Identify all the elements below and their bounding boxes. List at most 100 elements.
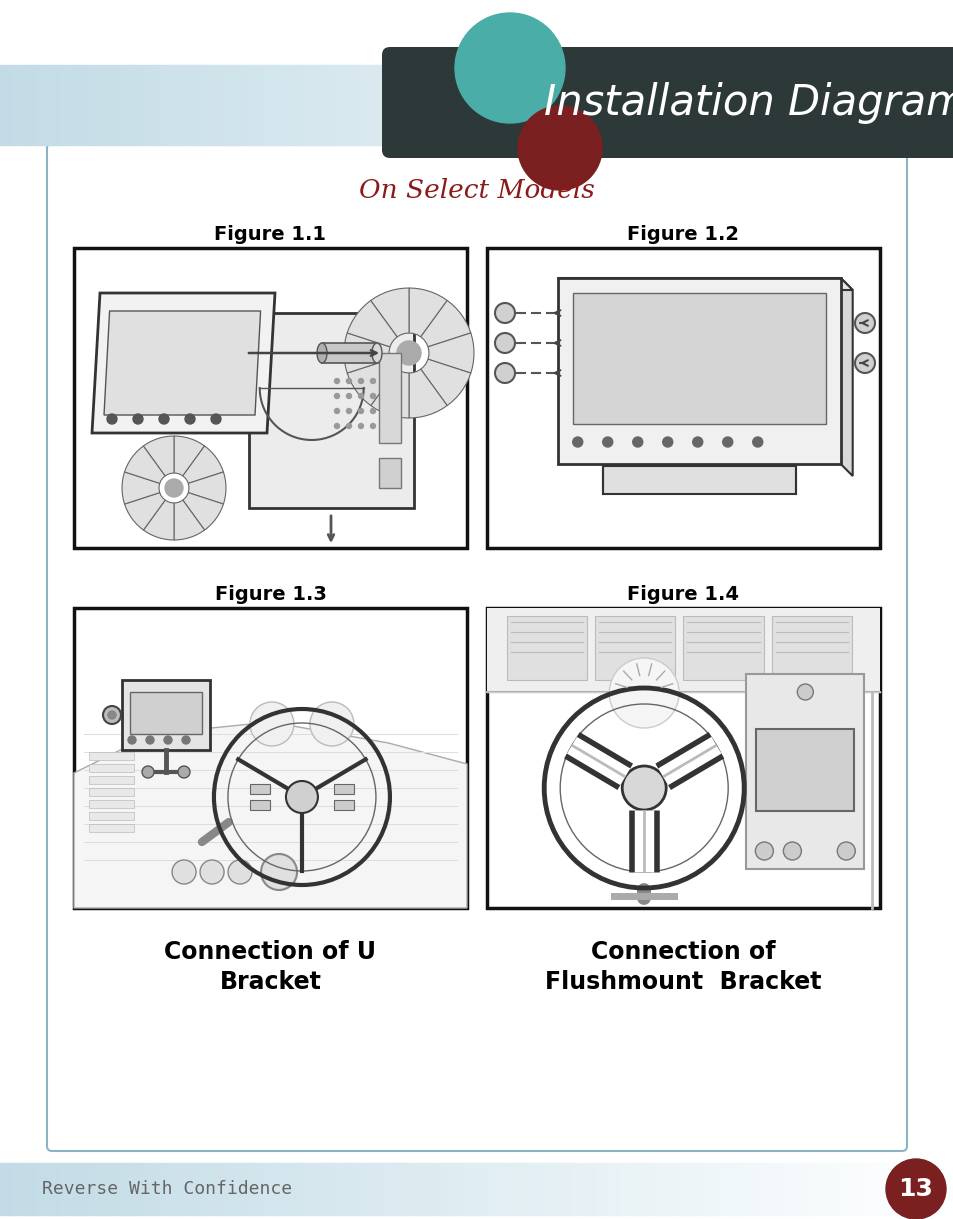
Bar [643, 1163, 658, 1215]
Bar [762, 65, 777, 145]
Bar [558, 278, 840, 464]
Bar [154, 1163, 169, 1215]
Circle shape [346, 379, 351, 384]
Bar [726, 1163, 740, 1215]
Circle shape [346, 408, 351, 413]
Circle shape [382, 394, 387, 399]
Circle shape [455, 13, 564, 123]
Bar [59, 1163, 73, 1215]
Bar [464, 1163, 478, 1215]
Circle shape [370, 423, 375, 429]
Bar [238, 1163, 253, 1215]
Bar [122, 680, 210, 750]
Circle shape [200, 859, 224, 884]
Polygon shape [122, 472, 159, 505]
Bar [869, 65, 883, 145]
Bar [771, 616, 851, 680]
Circle shape [370, 394, 375, 399]
Bar [488, 65, 502, 145]
Bar [679, 65, 693, 145]
Circle shape [662, 436, 672, 447]
Bar [262, 65, 276, 145]
Bar [345, 65, 359, 145]
Bar [286, 65, 300, 145]
Bar [893, 1163, 907, 1215]
Bar [762, 1163, 777, 1215]
Bar [274, 65, 288, 145]
Bar [89, 787, 133, 796]
Bar [548, 65, 562, 145]
Bar [89, 752, 133, 759]
Bar [274, 1163, 288, 1215]
Bar [71, 65, 86, 145]
Circle shape [142, 766, 153, 778]
Bar [602, 466, 795, 494]
Circle shape [572, 436, 582, 447]
Circle shape [172, 859, 195, 884]
Bar [357, 1163, 372, 1215]
Circle shape [132, 414, 143, 424]
Polygon shape [371, 288, 409, 336]
Bar [929, 65, 943, 145]
Bar [929, 1163, 943, 1215]
Bar [334, 784, 354, 794]
Bar [334, 1163, 348, 1215]
Bar [89, 777, 133, 784]
Bar [595, 616, 675, 680]
Bar [821, 1163, 836, 1215]
Bar [393, 65, 407, 145]
Text: Bracket: Bracket [219, 970, 321, 993]
Bar [607, 1163, 621, 1215]
Bar [107, 1163, 121, 1215]
Bar [631, 65, 645, 145]
Bar [941, 65, 953, 145]
Bar [416, 65, 431, 145]
Polygon shape [558, 278, 852, 290]
Bar [453, 1163, 467, 1215]
Circle shape [108, 711, 116, 719]
Bar [702, 65, 717, 145]
Circle shape [310, 702, 354, 746]
Ellipse shape [372, 343, 381, 363]
Polygon shape [125, 446, 165, 484]
Bar [369, 1163, 383, 1215]
Bar [83, 1163, 97, 1215]
Circle shape [382, 423, 387, 429]
Bar [405, 65, 419, 145]
Bar [869, 1163, 883, 1215]
Bar [512, 1163, 526, 1215]
Bar [905, 65, 920, 145]
Circle shape [128, 736, 136, 744]
Bar [71, 1163, 86, 1215]
Bar [440, 65, 455, 145]
Bar [810, 1163, 824, 1215]
Polygon shape [188, 472, 226, 505]
FancyBboxPatch shape [381, 48, 953, 158]
Circle shape [228, 859, 252, 884]
Bar [369, 65, 383, 145]
Circle shape [178, 766, 190, 778]
Bar [310, 65, 324, 145]
Circle shape [335, 379, 339, 384]
Bar [35, 65, 50, 145]
Bar [500, 1163, 515, 1215]
Bar [559, 65, 574, 145]
Circle shape [755, 842, 773, 859]
Bar [845, 65, 860, 145]
Bar [321, 65, 335, 145]
Bar [429, 1163, 443, 1215]
Bar [334, 65, 348, 145]
Text: Figure 1.2: Figure 1.2 [627, 224, 739, 244]
Bar [297, 1163, 312, 1215]
Bar [786, 65, 801, 145]
Circle shape [159, 414, 169, 424]
Bar [536, 1163, 550, 1215]
Bar [739, 65, 753, 145]
Bar [691, 65, 705, 145]
Bar [476, 65, 491, 145]
Text: 13: 13 [898, 1178, 932, 1201]
Bar [107, 65, 121, 145]
Bar [619, 65, 634, 145]
Bar [416, 1163, 431, 1215]
Bar [74, 608, 467, 908]
